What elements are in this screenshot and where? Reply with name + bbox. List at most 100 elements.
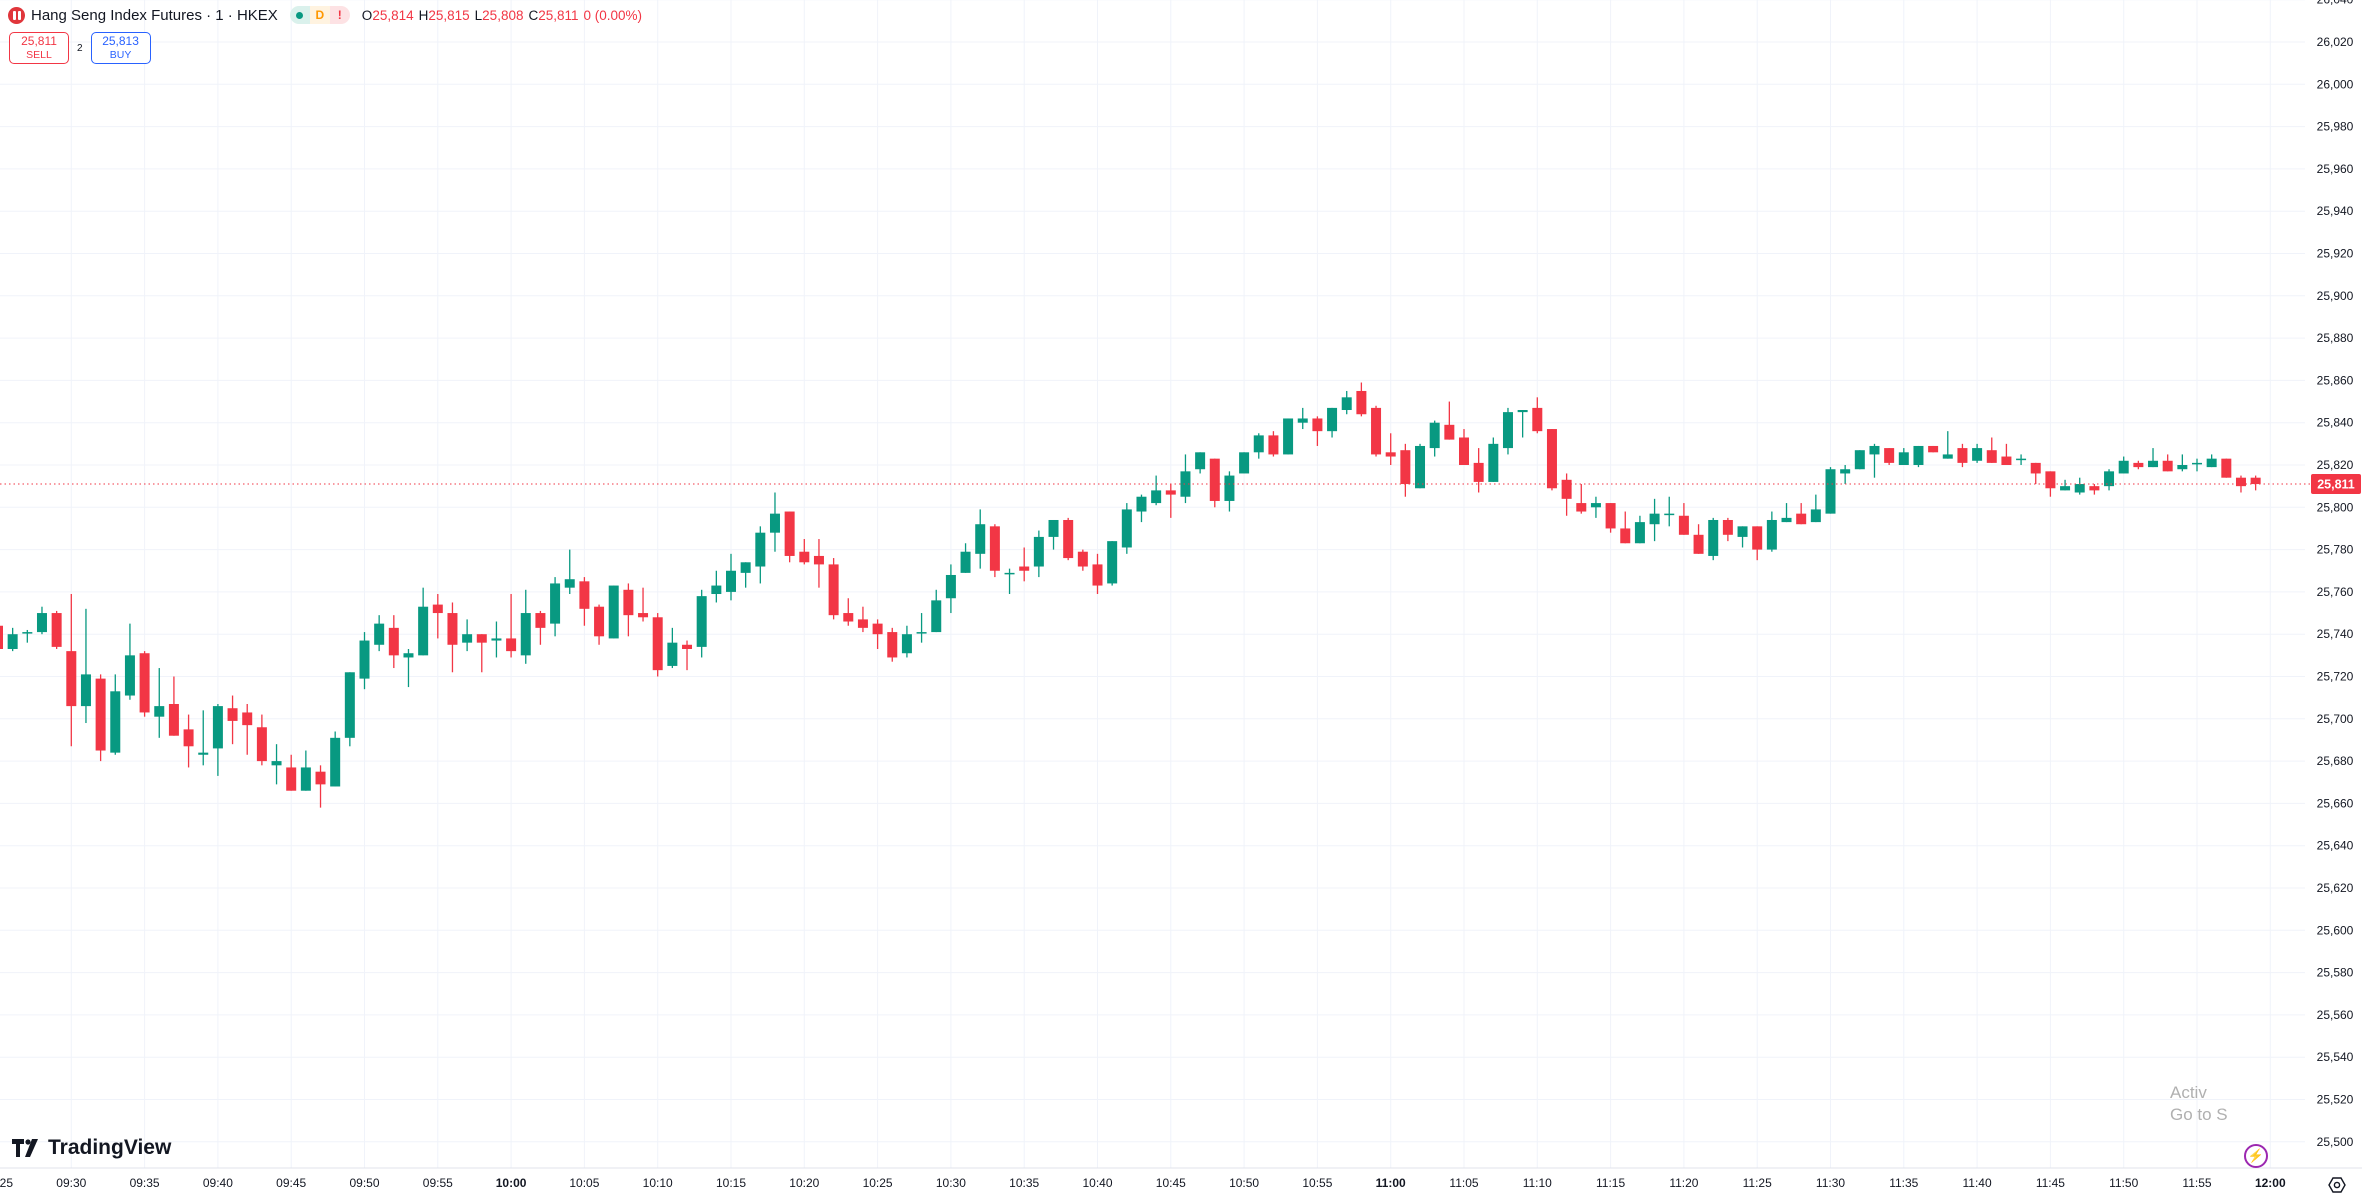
- buy-label: BUY: [109, 49, 132, 61]
- candle-body: [579, 581, 590, 609]
- time-tick-label: 11:35: [1889, 1176, 1918, 1190]
- settings-icon[interactable]: [2328, 1176, 2346, 1194]
- price-tick-label: 25,660: [2317, 796, 2354, 810]
- candle-up: [1810, 494, 1821, 523]
- candle-down: [1444, 401, 1455, 440]
- warning-icon[interactable]: !: [329, 6, 350, 24]
- candle-down: [2045, 471, 2056, 497]
- candle-up: [667, 627, 678, 669]
- candle-up: [1004, 568, 1015, 595]
- candle-body: [1678, 515, 1689, 535]
- candle-up: [462, 619, 473, 652]
- candle-down: [2133, 460, 2144, 470]
- candle-down: [594, 604, 605, 645]
- candle-body: [447, 613, 458, 645]
- candle-down: [432, 594, 443, 639]
- candle-body: [857, 619, 868, 628]
- candle-body: [1444, 424, 1455, 440]
- delayed-data-icon[interactable]: D: [309, 6, 330, 24]
- candle-body: [139, 653, 150, 713]
- candle-body: [1810, 509, 1821, 523]
- buy-button[interactable]: 25,813 BUY: [90, 32, 151, 64]
- candle-body: [476, 634, 487, 643]
- candle-body: [2001, 456, 2012, 465]
- change-value: 0 (0.00%): [583, 7, 643, 23]
- candle-body: [784, 511, 795, 556]
- candle-body: [506, 638, 517, 652]
- last-price-badge: [2311, 474, 2361, 495]
- candle-body: [271, 761, 282, 766]
- time-tick-label: 12:00: [2255, 1176, 2286, 1190]
- high-label: H: [418, 7, 429, 23]
- candle-body: [418, 606, 429, 656]
- candle-body: [1693, 534, 1704, 554]
- candle-body: [872, 623, 883, 635]
- candle-body: [154, 706, 165, 717]
- candle-up: [300, 750, 311, 791]
- candle-down: [1752, 526, 1763, 561]
- candle-body: [403, 653, 414, 658]
- lightning-icon[interactable]: ⚡: [2244, 1144, 2268, 1168]
- candle-body: [227, 708, 238, 721]
- candle-up: [755, 526, 766, 584]
- candle-down: [872, 619, 883, 650]
- price-tick-label: 25,840: [2317, 416, 2354, 430]
- candle-up: [1253, 433, 1264, 459]
- candle-up: [1121, 503, 1132, 554]
- last-price-label: 25,811: [2317, 478, 2355, 492]
- status-badges[interactable]: D !: [289, 6, 350, 24]
- candle-up: [1869, 443, 1880, 478]
- price-tick-label: 25,960: [2317, 162, 2354, 176]
- candle-up: [1942, 431, 1953, 459]
- candle-body: [1502, 412, 1513, 449]
- candle-body: [696, 596, 707, 647]
- candle-body: [1532, 407, 1543, 432]
- candle-down: [1884, 448, 1895, 465]
- candle-body: [1766, 519, 1777, 550]
- candle-body: [1737, 526, 1748, 537]
- ohlc-values: O25,814 H25,815 L25,808 C25,811 0 (0.00%…: [362, 8, 642, 23]
- tradingview-logo-text: TradingView: [48, 1136, 172, 1159]
- candle-body: [608, 585, 619, 639]
- candle-body: [432, 604, 443, 614]
- candle-body: [520, 613, 531, 656]
- time-tick-label: 10:50: [1229, 1176, 1259, 1190]
- candle-up: [2104, 469, 2115, 491]
- candle-body: [212, 706, 223, 749]
- candle-down: [506, 594, 517, 658]
- candle-body: [36, 613, 47, 633]
- candle-up: [110, 674, 121, 755]
- time-tick-label: 10:10: [643, 1176, 673, 1190]
- candle-up: [2192, 458, 2202, 472]
- candle-down: [857, 606, 868, 633]
- spread-value: 2: [77, 42, 83, 54]
- candle-up: [36, 606, 47, 635]
- candle-down: [1459, 429, 1469, 465]
- candle-down: [2235, 475, 2246, 493]
- candle-body: [1561, 479, 1572, 499]
- candle-body: [388, 627, 399, 656]
- candle-body: [550, 583, 561, 624]
- candle-body: [1869, 445, 1880, 455]
- candle-body: [66, 651, 77, 707]
- candle-up: [374, 615, 385, 652]
- candle-body: [168, 703, 179, 736]
- candle-body: [344, 672, 355, 738]
- price-axis[interactable]: 26,040 26,020 26,000 25,980 25,960 25,940 25,9…: [2317, 0, 2354, 1149]
- time-axis[interactable]: 09:25 09:30 09:35 09:40 09:45 09:50 09:55 10:00…: [0, 1176, 2286, 1190]
- candle-body: [1884, 448, 1895, 463]
- candle-up: [1429, 420, 1440, 457]
- tradingview-logo[interactable]: TradingView: [12, 1136, 171, 1160]
- candle-body: [887, 632, 898, 658]
- candle-down: [2250, 475, 2261, 491]
- candle-body: [1825, 469, 1836, 514]
- symbol-title[interactable]: Hang Seng Index Futures · 1 · HKEX: [31, 6, 278, 24]
- close-label: C: [528, 7, 539, 23]
- market-open-dot-icon[interactable]: [289, 6, 310, 24]
- high-value: 25,815: [428, 7, 470, 23]
- sell-button[interactable]: 25,811 SELL: [9, 32, 69, 64]
- time-tick-label: 09:25: [0, 1176, 13, 1190]
- candle-down: [1576, 484, 1587, 514]
